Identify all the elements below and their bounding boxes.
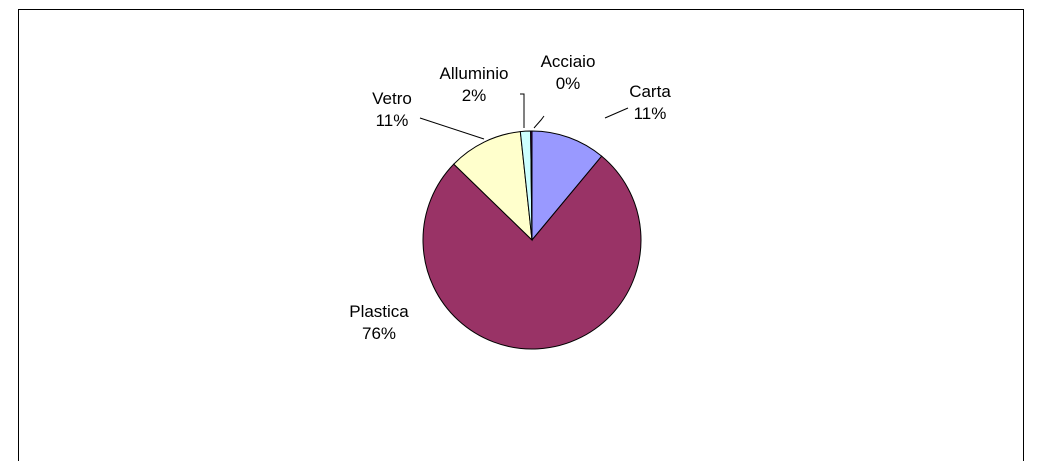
pie-slice-vetro bbox=[453, 131, 533, 242]
data-label-category: Carta bbox=[629, 82, 671, 101]
data-label-alluminio: Alluminio 2% bbox=[440, 64, 509, 105]
data-label-percent: 0% bbox=[556, 74, 581, 93]
data-label-percent: 11% bbox=[376, 111, 409, 130]
pie-slice-carta bbox=[531, 130, 603, 242]
data-label-category: Vetro bbox=[372, 89, 412, 108]
chart-area bbox=[18, 9, 1024, 461]
data-label-percent: 76% bbox=[362, 324, 396, 343]
leader-line-carta bbox=[604, 107, 629, 119]
data-label-percent: 2% bbox=[462, 86, 487, 105]
pie-labels: Carta 11% Plastica 76% Vetro 11% Alluminio 2% Ac… bbox=[349, 52, 671, 343]
pie-slices bbox=[422, 130, 642, 350]
leader-lines bbox=[419, 93, 629, 140]
data-label-carta: Carta 11% bbox=[629, 82, 671, 123]
data-label-percent: 11% bbox=[634, 104, 667, 123]
pie-slice-acciaio bbox=[530, 130, 533, 241]
data-label-vetro: Vetro 11% bbox=[372, 89, 412, 130]
data-label-category: Acciaio bbox=[541, 52, 596, 71]
pie-slice-plastica bbox=[422, 155, 642, 350]
data-label-category: Alluminio bbox=[440, 64, 509, 83]
data-label-acciaio: Acciaio 0% bbox=[541, 52, 596, 93]
data-label-category: Plastica bbox=[349, 302, 409, 321]
leader-line-acciaio bbox=[533, 115, 545, 129]
leader-line-vetro bbox=[419, 117, 485, 140]
data-label-plastica: Plastica 76% bbox=[349, 302, 409, 343]
leader-line-alluminio bbox=[520, 93, 525, 128]
